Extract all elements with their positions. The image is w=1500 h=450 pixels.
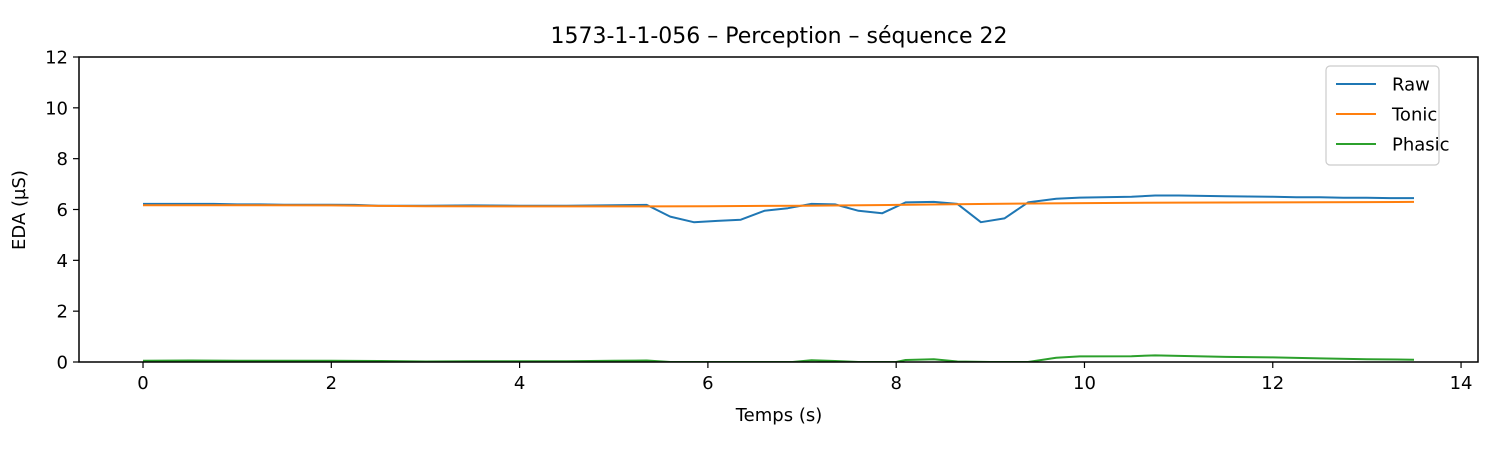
y-tick-label: 12 (45, 48, 68, 69)
series-line-tonic (143, 200, 1415, 208)
x-axis: 0 2 4 6 8 10 12 14 (137, 362, 1473, 394)
x-tick-label: 4 (514, 373, 525, 394)
legend-label-phasic: Phasic (1392, 135, 1450, 156)
y-tick-label: 2 (57, 302, 68, 323)
y-axis: 0 2 4 6 8 10 12 (45, 48, 79, 374)
x-tick-label: 6 (702, 373, 713, 394)
legend-box (1325, 65, 1440, 166)
y-tick-label: 10 (45, 98, 68, 119)
y-axis-label: EDA (µS) (9, 170, 30, 250)
x-tick-label: 0 (137, 373, 148, 394)
x-tick-label: 10 (1073, 373, 1096, 394)
x-tick-label: 2 (326, 373, 337, 394)
legend: Raw Tonic Phasic (1325, 65, 1450, 166)
legend-label-raw: Raw (1392, 75, 1430, 96)
x-tick-label: 14 (1450, 373, 1473, 394)
x-tick-label: 8 (890, 373, 901, 394)
x-tick-label: 12 (1261, 373, 1284, 394)
chart-title: 1573-1-1-056 – Perception – séquence 22 (550, 24, 1007, 49)
y-tick-label: 8 (57, 149, 68, 170)
y-tick-label: 0 (57, 353, 68, 374)
legend-label-tonic: Tonic (1391, 105, 1437, 126)
x-axis-label: Temps (s) (735, 405, 823, 426)
y-tick-label: 6 (57, 200, 68, 221)
y-tick-label: 4 (57, 251, 68, 272)
